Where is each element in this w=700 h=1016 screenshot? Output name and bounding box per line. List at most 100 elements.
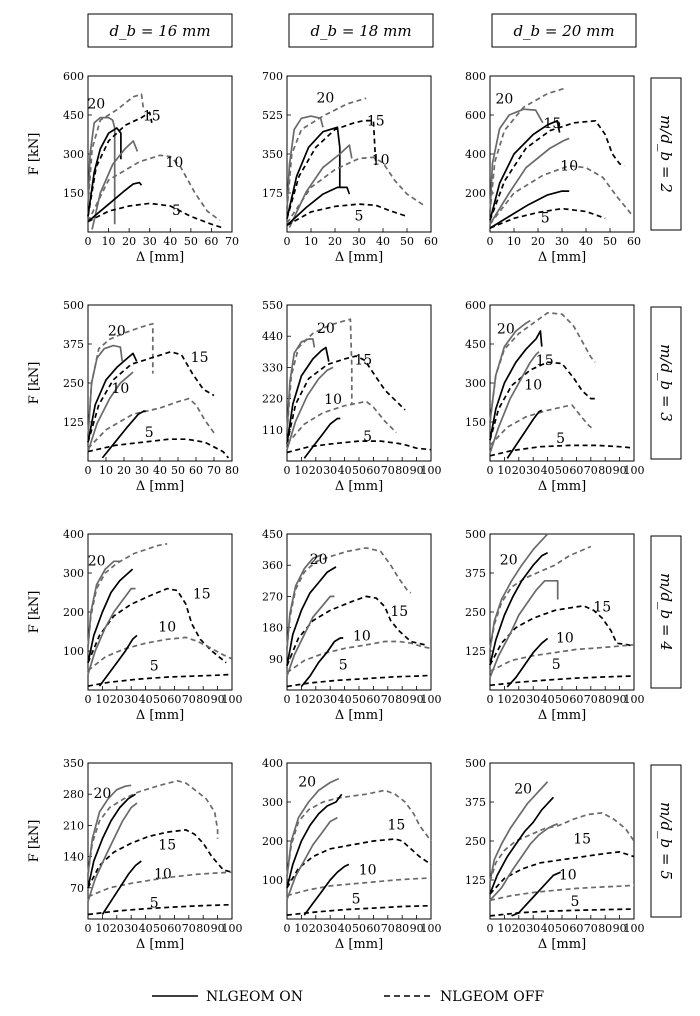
x-tick-label: 60	[167, 693, 181, 706]
curve-label-5: 5	[150, 659, 159, 675]
series-15-dashed	[87, 587, 227, 664]
series-10-solid	[286, 816, 338, 900]
x-tick-label: 40	[376, 235, 390, 248]
x-tick-label: 20	[110, 922, 124, 935]
x-tick-label: 20	[512, 693, 526, 706]
y-tick-label: 450	[63, 109, 84, 122]
column-header-label: d_b = 20 mm	[513, 22, 614, 40]
series-5-dashed	[87, 673, 233, 687]
x-tick-label: 50	[184, 235, 198, 248]
x-tick-label: 80	[225, 464, 239, 477]
y-tick-label: 280	[63, 788, 84, 801]
y-tick-label: 600	[465, 109, 486, 122]
x-tick-label: 10	[102, 235, 116, 248]
x-tick-label: 10	[304, 235, 318, 248]
series-10-dashed	[489, 643, 635, 673]
series-10-dashed	[489, 884, 635, 902]
y-tick-label: 125	[465, 874, 486, 887]
curve-label-15: 15	[143, 108, 161, 124]
x-tick-label: 50	[153, 693, 167, 706]
series-20-dashed	[87, 93, 145, 207]
y-tick-label: 150	[63, 187, 84, 200]
y-tick-label: 100	[63, 645, 84, 658]
y-tick-label: 125	[63, 416, 84, 429]
series-10-dashed	[286, 877, 432, 897]
x-tick-label: 20	[512, 464, 526, 477]
series-20-dashed	[489, 545, 592, 650]
y-tick-label: 800	[465, 70, 486, 83]
y-tick-label: 200	[63, 606, 84, 619]
series-20-solid	[489, 108, 544, 213]
x-tick-label: 70	[381, 922, 395, 935]
x-tick-label: 90	[410, 464, 424, 477]
y-tick-label: 125	[465, 645, 486, 658]
curve-label-10: 10	[165, 155, 183, 171]
y-axis-label: F [kN]	[27, 362, 42, 405]
x-tick-label: 50	[603, 235, 617, 248]
y-tick-label: 350	[262, 148, 283, 161]
x-tick-label: 30	[323, 693, 337, 706]
curve-label-15: 15	[573, 831, 591, 847]
x-tick-label: 70	[584, 464, 598, 477]
x-tick-label: 70	[584, 922, 598, 935]
x-tick-label: 70	[225, 235, 239, 248]
y-tick-label: 350	[63, 757, 84, 770]
series-20-dashed	[87, 542, 168, 648]
x-tick-label: 0	[85, 464, 92, 477]
y-tick-label: 400	[465, 148, 486, 161]
curve-label-15: 15	[158, 837, 176, 853]
series-15-solid	[489, 796, 555, 895]
x-tick-label: 0	[487, 922, 494, 935]
x-tick-label: 0	[85, 693, 92, 706]
curve-label-10: 10	[359, 862, 377, 878]
x-axis-label: Δ [mm]	[335, 708, 383, 723]
series-10-dashed	[87, 397, 215, 450]
x-tick-label: 10	[497, 693, 511, 706]
y-tick-label: 600	[465, 299, 486, 312]
x-axis-label: Δ [mm]	[136, 250, 184, 265]
series-15-dashed	[286, 595, 426, 667]
x-tick-label: 30	[555, 235, 569, 248]
curve-label-20: 20	[497, 322, 515, 338]
y-tick-label: 90	[269, 653, 283, 666]
x-tick-label: 90	[613, 464, 627, 477]
x-tick-label: 100	[421, 693, 442, 706]
curve-label-5: 5	[339, 658, 348, 674]
plot-frame	[286, 533, 432, 691]
x-tick-label: 60	[366, 693, 380, 706]
x-tick-label: 60	[569, 693, 583, 706]
curve-label-15: 15	[390, 604, 408, 620]
x-tick-label: 90	[410, 693, 424, 706]
x-tick-label: 60	[204, 235, 218, 248]
series-10-solid	[286, 366, 334, 450]
y-tick-label: 180	[262, 622, 283, 635]
x-tick-label: 60	[167, 922, 181, 935]
series-5-dashed	[286, 203, 408, 227]
x-tick-label: 20	[531, 235, 545, 248]
y-axis-label: F [kN]	[27, 820, 42, 863]
legend: NLGEOM ON NLGEOM OFF	[152, 989, 544, 1005]
curve-label-5: 5	[150, 895, 159, 911]
x-tick-label: 10	[95, 922, 109, 935]
x-tick-label: 10	[95, 693, 109, 706]
curve-label-20: 20	[108, 324, 126, 340]
y-tick-label: 210	[63, 819, 84, 832]
series-20-dashed	[87, 322, 154, 437]
x-tick-label: 30	[526, 922, 540, 935]
x-tick-label: 30	[124, 693, 138, 706]
row-header-box	[650, 306, 682, 460]
x-tick-label: 40	[338, 464, 352, 477]
series-5-solid	[506, 409, 543, 459]
series-15-solid	[286, 346, 330, 445]
series-10-dashed	[286, 400, 397, 445]
x-tick-label: 20	[122, 235, 136, 248]
y-tick-label: 375	[63, 338, 84, 351]
series-10-solid	[286, 595, 335, 677]
plot-frame	[87, 75, 233, 233]
x-tick-label: 90	[211, 693, 225, 706]
x-tick-label: 10	[99, 464, 113, 477]
x-tick-label: 50	[153, 922, 167, 935]
series-10-dashed	[87, 154, 221, 222]
chart-panel: 0 10 20 30 40 50 60 70 80 125 250 375 500 Δ [mm] F [kN…	[27, 299, 239, 494]
